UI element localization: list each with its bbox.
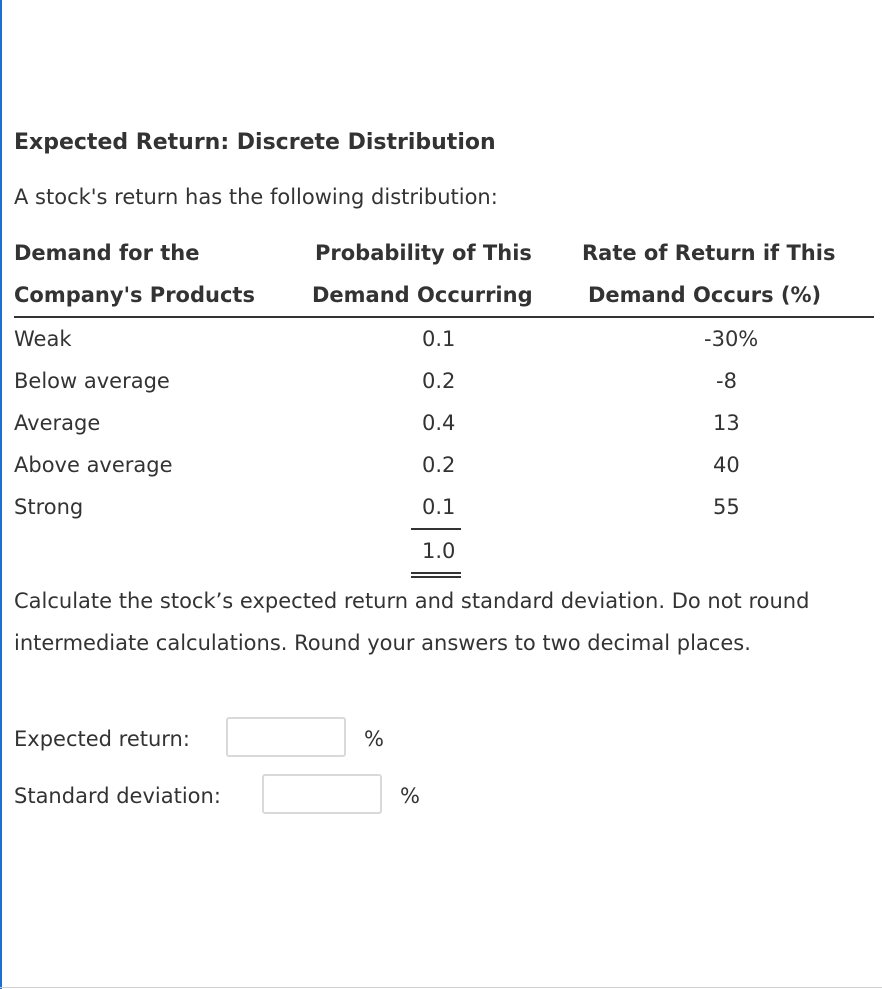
header-probability-line2: Demand Occurring <box>312 283 533 307</box>
std-dev-label: Standard deviation: <box>14 784 221 808</box>
row-probability: 0.4 <box>422 411 456 435</box>
expected-return-input[interactable] <box>226 717 346 757</box>
header-demand-line1: Demand for the <box>14 241 200 265</box>
row-probability: 0.1 <box>422 495 456 519</box>
total-double-rule-top <box>411 572 461 574</box>
expected-return-unit: % <box>364 727 384 751</box>
question-text: Calculate the stock’s expected return an… <box>14 589 810 655</box>
row-demand: Above average <box>14 453 173 477</box>
row-demand: Weak <box>14 327 72 351</box>
total-double-rule-bottom <box>411 576 461 578</box>
problem-title: Expected Return: Discrete Distribution <box>14 130 496 155</box>
row-demand: Average <box>14 411 101 435</box>
std-dev-input[interactable] <box>262 774 382 814</box>
bottom-divider <box>0 987 882 988</box>
header-rule <box>14 316 874 318</box>
expected-return-label: Expected return: <box>14 727 190 751</box>
row-probability: 0.2 <box>422 369 456 393</box>
header-demand-line2: Company's Products <box>14 283 255 307</box>
row-demand: Strong <box>14 495 84 519</box>
row-probability: 0.1 <box>422 327 456 351</box>
probability-total: 1.0 <box>422 539 456 563</box>
row-return: -30% <box>704 327 759 351</box>
row-probability: 0.2 <box>422 453 456 477</box>
header-return-line1: Rate of Return if This <box>582 241 836 265</box>
row-return: 13 <box>713 411 740 435</box>
row-return: -8 <box>716 369 737 393</box>
header-return-line2: Demand Occurs (%) <box>588 283 822 307</box>
problem-intro: A stock's return has the following distr… <box>14 185 498 209</box>
header-probability-line1: Probability of This <box>315 241 532 265</box>
row-return: 55 <box>713 495 740 519</box>
left-accent-bar <box>0 0 2 989</box>
row-return: 40 <box>713 453 740 477</box>
std-dev-unit: % <box>400 784 420 808</box>
row-demand: Below average <box>14 369 170 393</box>
sum-rule <box>411 528 461 530</box>
